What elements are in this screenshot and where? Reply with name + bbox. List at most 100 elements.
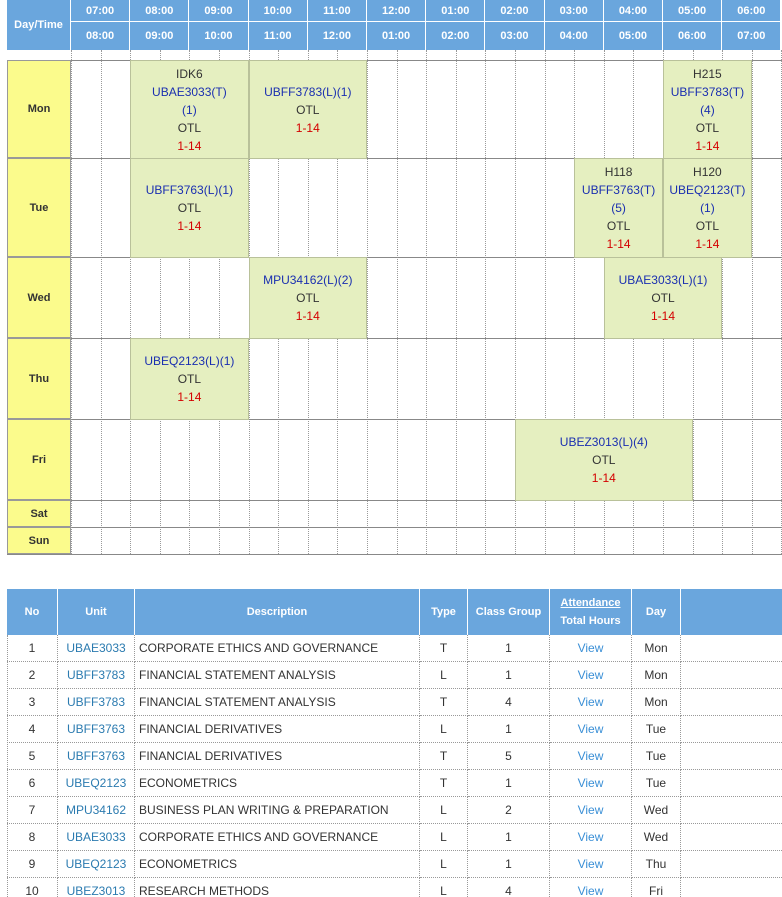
class-block[interactable]: UBFF3783(L)(1) OTL 1-14 — [248, 60, 367, 159]
class-group: 1 — [468, 662, 550, 689]
room: H215 — [693, 66, 722, 81]
day: Fri — [632, 878, 681, 897]
venue: OTL — [296, 291, 320, 305]
start-time: 08:00 — [130, 0, 190, 22]
class-block[interactable]: H118 UBFF3763(T) (5) OTL 1-14 — [574, 158, 663, 258]
cell-extra — [681, 770, 782, 797]
end-time: 11:00 — [248, 22, 308, 50]
view-link[interactable]: View — [550, 851, 632, 878]
weeks: 1-14 — [695, 237, 720, 251]
day-label: Sun — [7, 527, 71, 554]
grid-line — [455, 50, 457, 554]
day: Mon — [632, 662, 681, 689]
day: Tue — [632, 743, 681, 770]
table-border — [7, 635, 8, 897]
class-group: 4 — [468, 878, 550, 897]
class-code: (5) — [611, 201, 626, 215]
unit-code[interactable]: UBFF3783 — [58, 689, 135, 716]
end-time: 10:00 — [189, 22, 249, 50]
class-code: MPU34162(L)(2) — [263, 273, 353, 287]
class-block[interactable]: H120 UBEQ2123(T) (1) OTL 1-14 — [663, 158, 752, 258]
grid-line — [7, 500, 782, 501]
row-number: 4 — [7, 716, 58, 743]
grid-line — [515, 50, 516, 554]
grid-line — [7, 554, 782, 555]
end-time: 12:00 — [307, 22, 367, 50]
attendance-link[interactable]: Attendance — [560, 597, 621, 609]
description: FINANCIAL STATEMENT ANALYSIS — [135, 662, 420, 689]
unit-code[interactable]: UBFF3783 — [58, 662, 135, 689]
venue: OTL — [695, 120, 720, 135]
class-group: 1 — [468, 716, 550, 743]
unit-code[interactable]: UBAE3033 — [58, 824, 135, 851]
view-link[interactable]: View — [550, 635, 632, 662]
room: H118 — [604, 165, 633, 179]
description: ECONOMETRICS — [135, 851, 420, 878]
class-code: UBEQ2123(T) — [669, 183, 746, 197]
weeks: 1-14 — [177, 219, 202, 233]
view-link[interactable]: View — [550, 689, 632, 716]
grid-line — [751, 50, 753, 554]
view-link[interactable]: View — [550, 662, 632, 689]
room: H120 — [693, 165, 722, 179]
class-block[interactable]: UBAE3033(L)(1) OTL 1-14 — [603, 257, 723, 339]
cell-extra — [681, 797, 782, 824]
description: FINANCIAL DERIVATIVES — [135, 716, 420, 743]
start-time: 01:00 — [426, 0, 486, 22]
grid-line — [7, 158, 782, 159]
day-label: Sat — [7, 500, 71, 527]
class-code: UBEQ2123(L)(1) — [144, 354, 235, 368]
end-time: 04:00 — [544, 22, 604, 50]
type: T — [420, 770, 468, 797]
type: T — [420, 689, 468, 716]
column-header — [681, 589, 782, 635]
view-link[interactable]: View — [550, 716, 632, 743]
class-block[interactable]: MPU34162(L)(2) OTL 1-14 — [248, 257, 367, 339]
view-link[interactable]: View — [550, 770, 632, 797]
description: FINANCIAL DERIVATIVES — [135, 743, 420, 770]
class-group: 2 — [468, 797, 550, 824]
grid-line — [71, 50, 72, 554]
view-link[interactable]: View — [550, 797, 632, 824]
class-block[interactable]: H215 UBFF3783(T) (4) OTL 1-14 — [663, 60, 752, 159]
class-block[interactable]: UBFF3763(L)(1) OTL 1-14 — [130, 158, 249, 258]
venue: OTL — [592, 453, 616, 467]
cell-extra — [681, 743, 782, 770]
weeks: 1-14 — [606, 237, 631, 251]
unit-code[interactable]: UBFF3763 — [58, 716, 135, 743]
description: CORPORATE ETHICS AND GOVERNANCE — [135, 635, 420, 662]
start-time: 05:00 — [663, 0, 723, 22]
day-label: Thu — [7, 338, 71, 419]
grid-line — [544, 50, 546, 554]
view-link[interactable]: View — [550, 878, 632, 897]
cell-extra — [681, 851, 782, 878]
grid-line — [159, 50, 161, 554]
type: T — [420, 743, 468, 770]
start-time: 06:00 — [722, 0, 782, 22]
description: BUSINESS PLAN WRITING & PREPARATION — [135, 797, 420, 824]
view-link[interactable]: View — [550, 743, 632, 770]
grid-line — [485, 50, 487, 554]
grid-line — [219, 50, 220, 554]
grid-line — [7, 338, 782, 339]
end-time: 03:00 — [485, 22, 545, 50]
end-time: 01:00 — [367, 22, 427, 50]
end-time: 02:00 — [426, 22, 486, 50]
view-link[interactable]: View — [550, 824, 632, 851]
corner-header: Day/Time — [7, 0, 71, 50]
grid-line — [7, 257, 782, 258]
class-block[interactable]: UBEZ3013(L)(4) OTL 1-14 — [515, 419, 693, 501]
unit-code[interactable]: MPU34162 — [58, 797, 135, 824]
class-group: 1 — [468, 635, 550, 662]
unit-code[interactable]: UBAE3033 — [58, 635, 135, 662]
unit-code[interactable]: UBEZ3013 — [58, 878, 135, 897]
weeks: 1-14 — [591, 471, 616, 485]
unit-code[interactable]: UBFF3763 — [58, 743, 135, 770]
unit-code[interactable]: UBEQ2123 — [58, 770, 135, 797]
day: Tue — [632, 770, 681, 797]
start-time: 07:00 — [71, 0, 131, 22]
unit-code[interactable]: UBEQ2123 — [58, 851, 135, 878]
class-block[interactable]: IDK6 UBAE3033(T) (1) OTL 1-14 — [130, 60, 249, 159]
class-block[interactable]: UBEQ2123(L)(1) OTL 1-14 — [130, 338, 249, 420]
class-group: 1 — [468, 851, 550, 878]
